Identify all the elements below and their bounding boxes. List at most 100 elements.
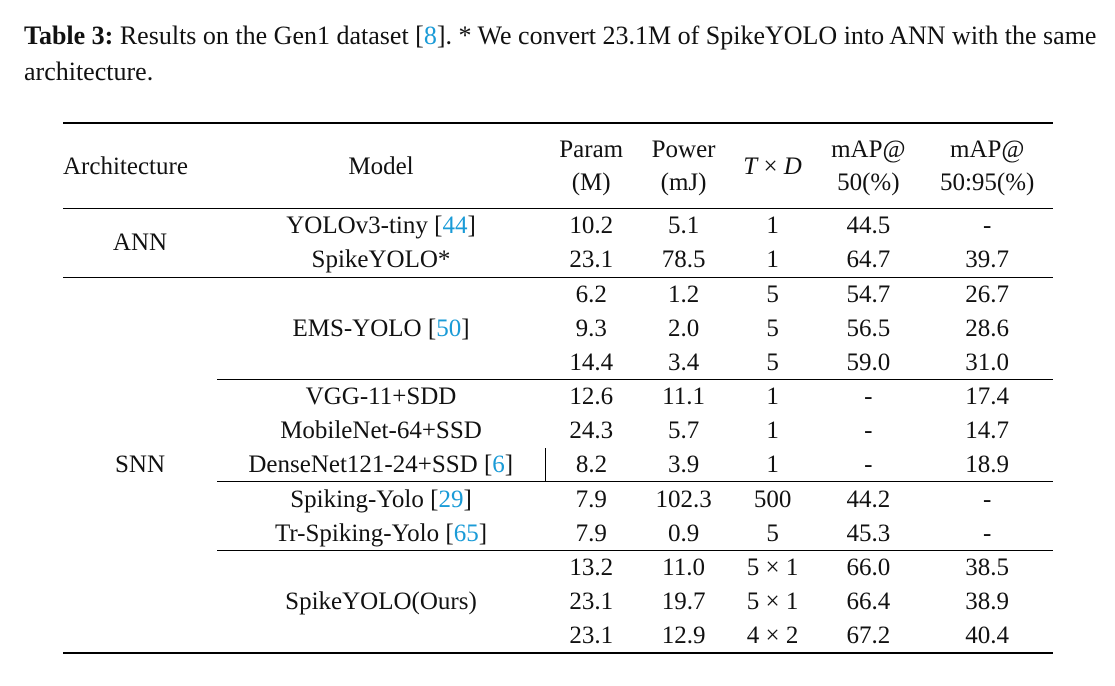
table-row: 9.3 2.0 5 56.5 28.6 [63,311,1053,345]
cell-param: 7.9 [545,481,638,517]
cell-td: 1 [766,212,779,240]
cell-param: 12.6 [545,378,638,414]
cell-map50: - [864,450,873,478]
table-caption: Table 3: Results on the Gen1 dataset [8]… [24,18,1104,90]
cell-td: 5 [766,280,779,308]
cell-td: 4 × 2 [729,618,816,655]
cell-map5095: 14.7 [965,417,1010,445]
cell-map5095: 28.6 [965,314,1010,342]
cell-map50: 59.0 [846,348,891,376]
cell-power: 3.9 [667,450,700,478]
cell-power: 1.2 [667,280,700,308]
cell-td: 5 [766,348,779,376]
cell-map5095: - [982,212,992,240]
header-map5095: mAP@ 50:95(%) [921,122,1053,209]
cell-map5095: 31.0 [965,348,1010,376]
table-row: 23.1 19.7 5 × 1 66.4 38.9 [63,585,1053,619]
cell-map50: 66.4 [846,588,891,616]
group-snn: SNN [63,277,217,655]
header-power: Power (mJ) [637,122,730,209]
cell-power: 2.0 [667,314,700,342]
group-ann: ANN [63,208,217,278]
table-row: Spiking-Yolo [29] 7.9 102.3 500 44.2 - [63,481,1053,517]
cell-map50: - [864,417,873,445]
cell-map50: 56.5 [846,314,891,342]
cell-td: 5 × 1 [746,588,799,616]
table-row: MobileNet-64+SSD 24.3 5.7 1 - 14.7 [63,414,1053,448]
cell-param: 23.1 [569,588,614,616]
table-row: 23.1 12.9 4 × 2 67.2 40.4 [63,618,1053,655]
cell-param: 14.4 [569,348,614,376]
cell-power: 78.5 [637,242,730,278]
cell-map50: - [815,378,922,414]
model-spikeyolo-star: SpikeYOLO* [217,242,545,278]
cell-map50: 45.3 [846,519,891,547]
cell-map5095-best: 40.4 [921,618,1053,655]
cell-power: 19.7 [661,588,706,616]
cell-power: 3.4 [667,348,700,376]
header-param: Param (M) [545,122,638,209]
cell-param: 9.3 [575,314,607,342]
cell-td: 5 [766,519,779,547]
caption-label: Table 3: [24,21,114,50]
model-ems-yolo: EMS-YOLO [50] [292,314,470,342]
cell-map5095: 38.9 [965,588,1010,616]
cell-td: 5 [766,314,779,342]
caption-citation-link[interactable]: 8 [423,21,437,50]
cell-map5095: 17.4 [921,378,1053,414]
header-architecture: Architecture [63,122,217,209]
table-row: DenseNet121-24+SSD [6] 8.2 3.9 1 - 18.9 [63,447,1053,482]
model-densenet121-ssd: DenseNet121-24+SSD [6] [217,447,546,482]
model-vgg11-sdd: VGG-11+SDD [217,378,545,414]
table-row: Tr-Spiking-Yolo [65] 7.9 0.9 5 45.3 - [63,516,1053,550]
citation-link[interactable]: 29 [438,485,464,513]
cell-map5095: - [982,519,992,547]
cell-map50-best: 67.2 [815,618,922,655]
cell-param: 6.2 [575,280,607,308]
header-map50: mAP@ 50(%) [815,122,922,209]
cell-power: 5.1 [667,212,700,240]
citation-link[interactable]: 50 [436,314,462,342]
cell-map5095: 39.7 [921,242,1053,278]
header-timestep: T × D [729,122,816,209]
cell-td: 500 [729,481,816,517]
model-tr-spiking-yolo: Tr-Spiking-Yolo [65] [274,519,488,547]
cell-param: 24.3 [569,417,614,445]
model-yolov3-tiny: YOLOv3-tiny [44] [286,212,476,240]
cell-map50: 54.7 [846,280,891,308]
cell-map5095: 18.9 [965,450,1010,478]
cell-power: 11.0 [637,549,730,585]
cell-map50: 66.0 [815,549,922,585]
cell-td: 1 [766,417,779,445]
cell-param: 23.1 [545,242,638,278]
citation-link[interactable]: 44 [442,212,468,240]
cell-map50: 44.5 [846,212,891,240]
cell-param: 10.2 [569,212,614,240]
table-row: SpikeYOLO(Ours) 13.2 11.0 5 × 1 66.0 38.… [63,549,1053,655]
citation-link[interactable]: 65 [453,519,479,547]
model-spikeyolo-ours: SpikeYOLO(Ours) [217,549,545,655]
cell-power: 102.3 [637,481,730,517]
cell-td: 1 [766,450,779,478]
cell-map5095: - [921,481,1053,517]
cell-param: 23.1 [545,618,638,655]
cell-param: 13.2 [545,549,638,585]
header-row: Architecture Model Param (M) Power (mJ) T … [63,122,1053,209]
cell-power: 11.1 [637,378,730,414]
model-mobilenet64-ssd: MobileNet-64+SSD [280,417,482,445]
citation-link[interactable]: 6 [492,450,505,478]
table-row: 14.4 3.4 5 59.0 31.0 [63,345,1053,379]
caption-text: Results on the Gen1 dataset [ [113,21,424,50]
table-row: ANN YOLOv3-tiny [44] 10.2 5.1 1 44.5 - [63,208,1053,278]
caption-text-end: ]. * We convert 23.1M of SpikeYOLO into … [24,21,1097,86]
table-row: SpikeYOLO* 23.1 78.5 1 64.7 39.7 [63,242,1053,278]
cell-power: 12.9 [637,618,730,655]
cell-td: 1 [729,378,816,414]
cell-map50: 44.2 [815,481,922,517]
cell-td: 5 × 1 [729,549,816,585]
table-row: SNN EMS-YOLO [50] 6.2 1.2 5 54.7 26.7 [63,277,1053,655]
cell-param: 7.9 [575,519,607,547]
cell-power: 0.9 [667,519,700,547]
cell-map5095: 26.7 [965,280,1010,308]
header-model: Model [217,122,545,209]
